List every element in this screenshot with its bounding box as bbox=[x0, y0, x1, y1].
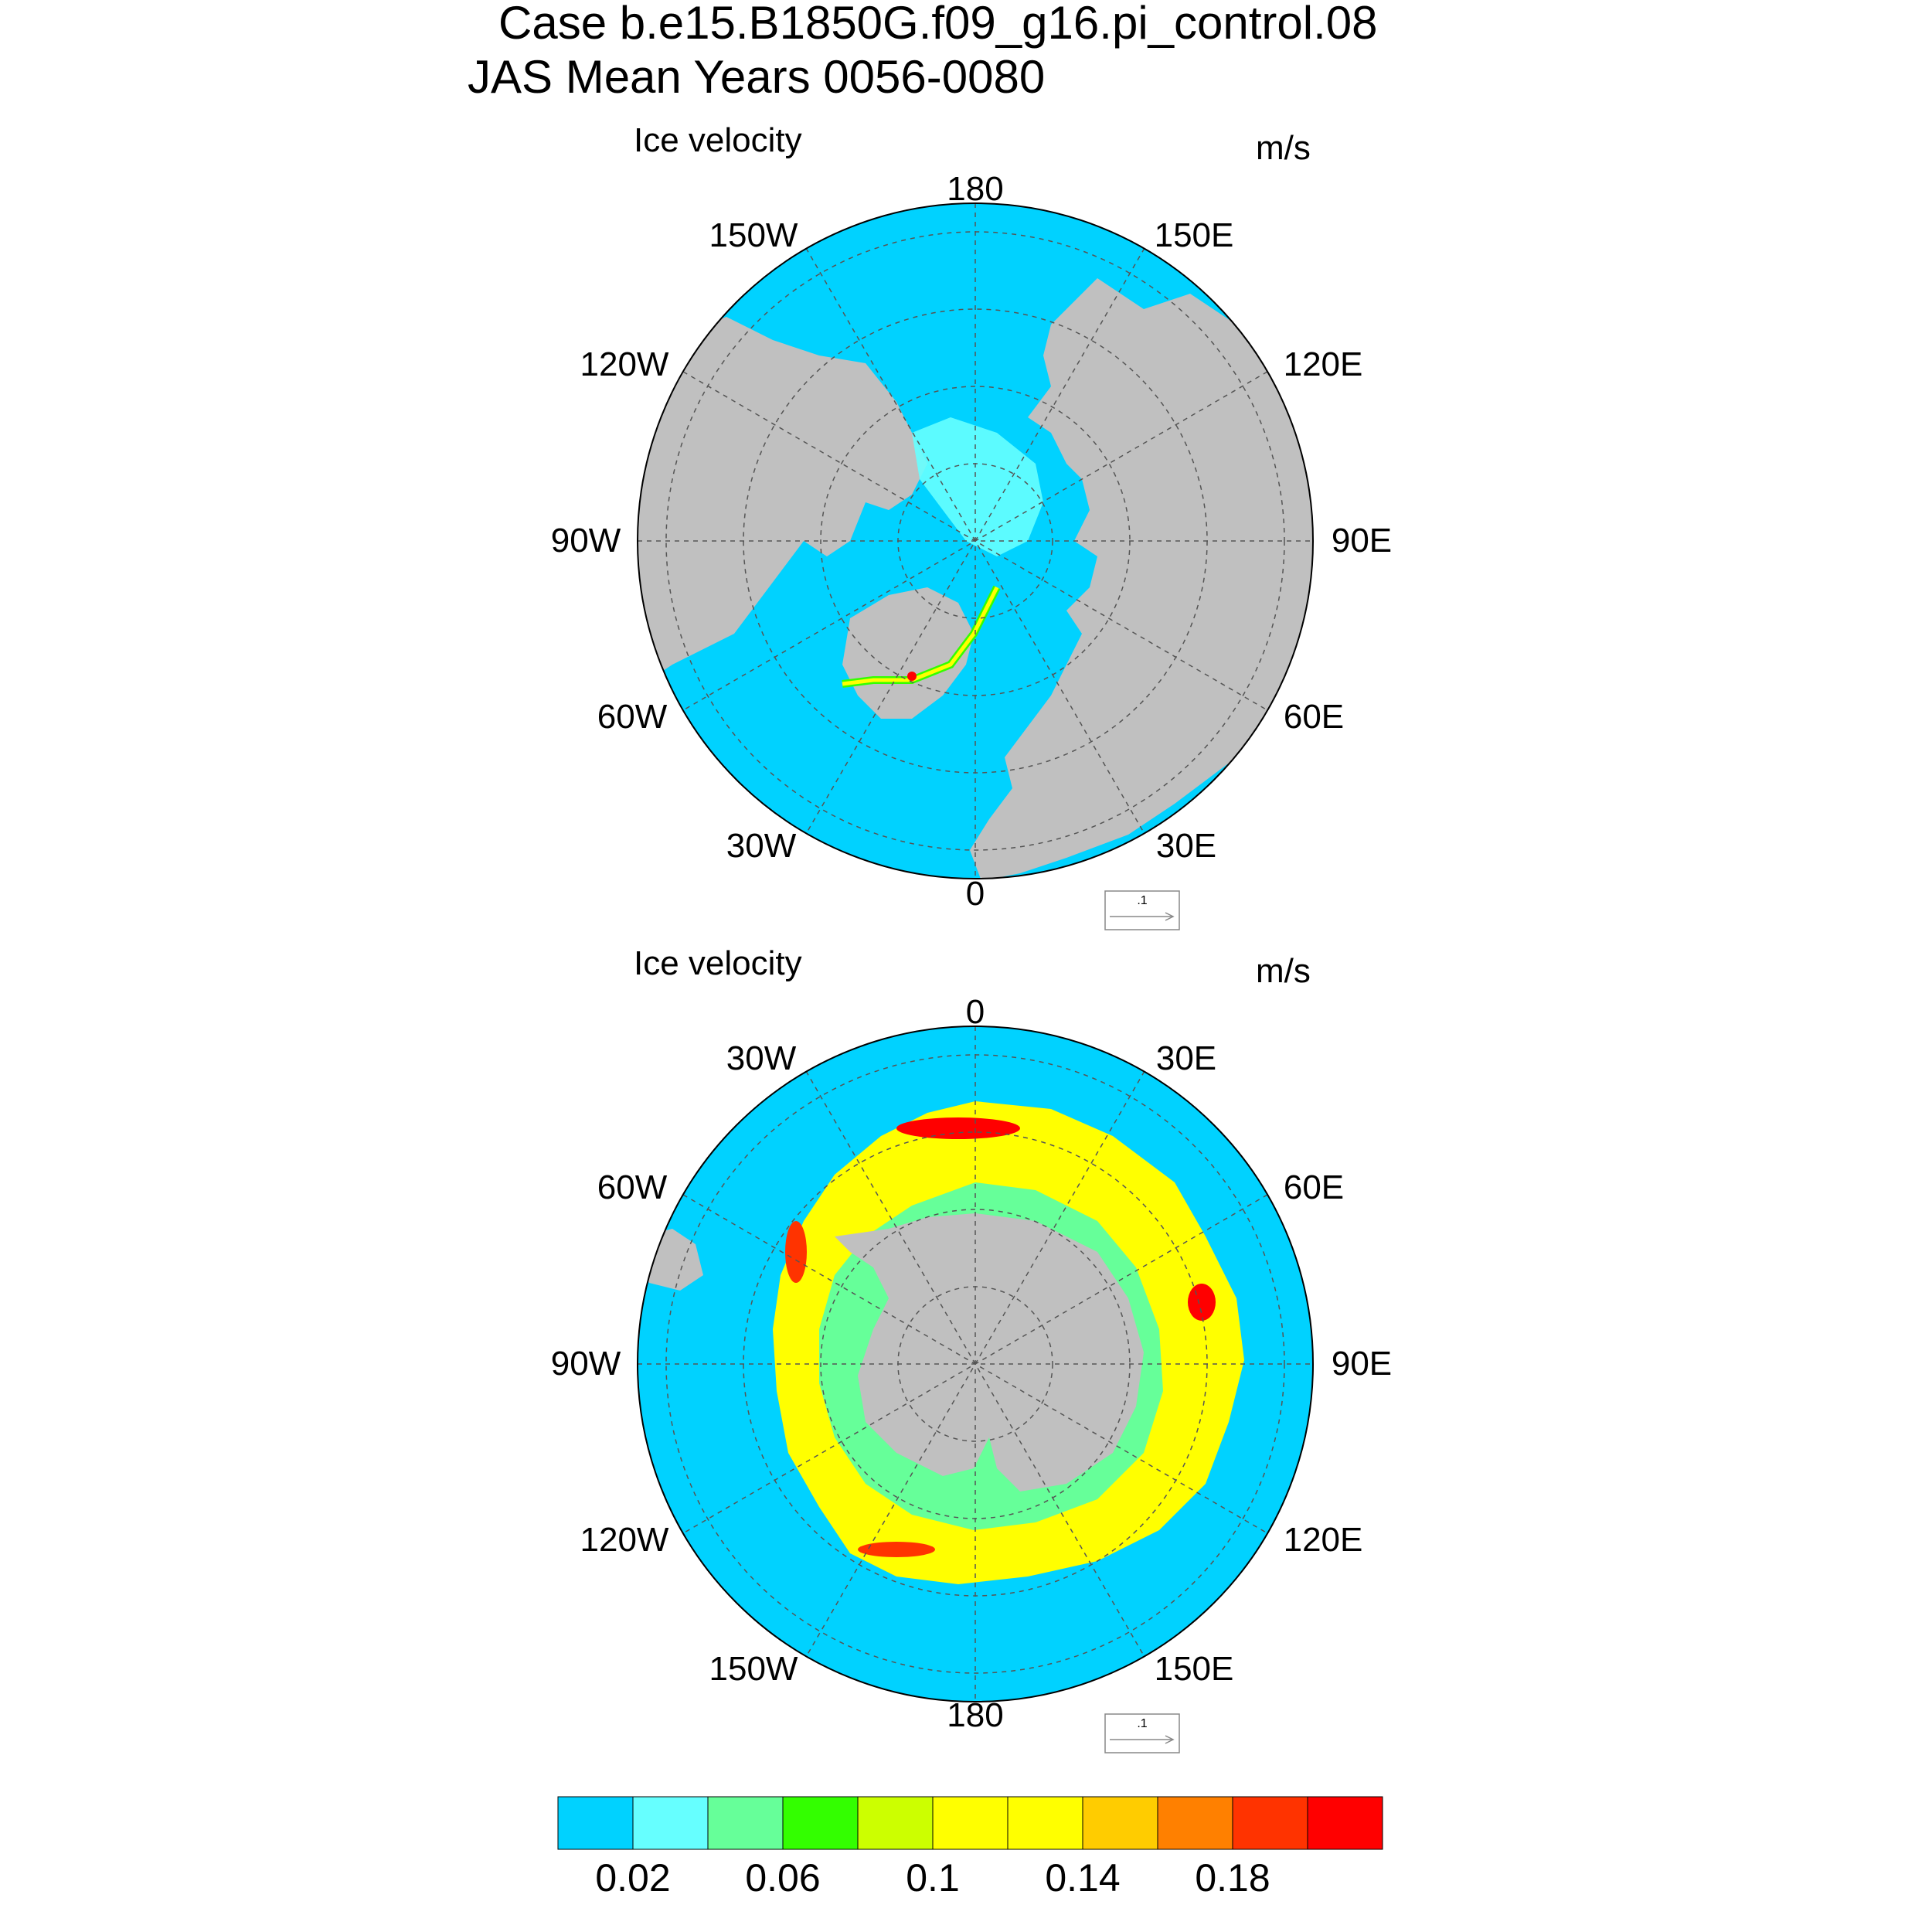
south-lon-right: 90E bbox=[1331, 1345, 1393, 1383]
south-lon-60w: 60W bbox=[597, 1168, 668, 1206]
north-land-eurasia bbox=[970, 278, 1313, 879]
north-lon-150w: 150W bbox=[709, 216, 798, 254]
north-lon-120w: 120W bbox=[580, 345, 669, 383]
south-lon-150w: 150W bbox=[709, 1650, 798, 1688]
north-land-greenland bbox=[842, 587, 974, 719]
north-land-northamerica bbox=[638, 317, 927, 680]
colorbar-tick-label: 0.1 bbox=[906, 1856, 960, 1900]
south-units-label: m/s bbox=[1256, 952, 1311, 990]
south-lon-120w: 120W bbox=[580, 1521, 669, 1559]
north-lon-top: 180 bbox=[947, 170, 1004, 208]
north-ref-vector-box bbox=[1104, 890, 1180, 930]
colorbar-swatch bbox=[707, 1796, 784, 1850]
colorbar-swatch bbox=[1007, 1796, 1083, 1850]
colorbar-tick-label: 0.06 bbox=[745, 1856, 821, 1900]
north-sea-ice bbox=[912, 417, 1043, 556]
south-lon-bottom: 180 bbox=[947, 1696, 1004, 1734]
period-title: JAS Mean Years 0056-0080 bbox=[468, 51, 1046, 103]
north-lon-150e: 150E bbox=[1154, 216, 1234, 254]
colorbar bbox=[557, 1796, 1383, 1850]
north-lon-right: 90E bbox=[1331, 522, 1393, 560]
north-ref-vector-label: .1 bbox=[1137, 894, 1148, 907]
colorbar-swatch bbox=[1157, 1796, 1233, 1850]
north-lon-60e: 60E bbox=[1283, 698, 1345, 736]
south-lon-30e: 30E bbox=[1155, 1039, 1217, 1077]
north-lon-60w: 60W bbox=[597, 698, 668, 736]
south-lon-60e: 60E bbox=[1283, 1168, 1345, 1206]
colorbar-swatch bbox=[857, 1796, 934, 1850]
north-lon-bottom: 0 bbox=[965, 875, 985, 913]
colorbar-tick-label: 0.18 bbox=[1195, 1856, 1270, 1900]
south-peak-ross bbox=[858, 1542, 935, 1557]
south-lon-30w: 30W bbox=[726, 1039, 797, 1077]
north-lon-30w: 30W bbox=[726, 827, 797, 865]
colorbar-swatch bbox=[1232, 1796, 1308, 1850]
colorbar-swatch bbox=[557, 1796, 634, 1850]
south-lon-top: 0 bbox=[965, 993, 985, 1031]
south-lon-left: 90W bbox=[550, 1345, 621, 1383]
colorbar-swatch bbox=[1307, 1796, 1383, 1850]
colorbar-tick-label: 0.02 bbox=[595, 1856, 671, 1900]
colorbar-swatch bbox=[782, 1796, 859, 1850]
north-field-label: Ice velocity bbox=[634, 121, 802, 159]
south-peak-west bbox=[785, 1221, 807, 1283]
colorbar-swatch bbox=[1082, 1796, 1158, 1850]
south-land-antarctica bbox=[835, 1213, 1144, 1492]
north-units-label: m/s bbox=[1256, 129, 1311, 167]
south-field-label: Ice velocity bbox=[634, 944, 802, 982]
south-ref-vector-label: .1 bbox=[1137, 1717, 1148, 1730]
colorbar-swatch bbox=[632, 1796, 709, 1850]
case-title: Case b.e15.B1850G.f09_g16.pi_control.08 bbox=[498, 0, 1378, 49]
south-lon-150e: 150E bbox=[1154, 1650, 1234, 1688]
colorbar-swatch bbox=[932, 1796, 1009, 1850]
south-peak-east bbox=[1188, 1284, 1216, 1321]
north-lon-30e: 30E bbox=[1155, 827, 1217, 865]
south-peak-weddell bbox=[896, 1117, 1020, 1139]
north-lon-left: 90W bbox=[550, 522, 621, 560]
colorbar-tick-label: 0.14 bbox=[1045, 1856, 1121, 1900]
north-lon-120e: 120E bbox=[1283, 345, 1363, 383]
south-lon-120e: 120E bbox=[1283, 1521, 1363, 1559]
south-ref-vector-box bbox=[1104, 1713, 1180, 1753]
